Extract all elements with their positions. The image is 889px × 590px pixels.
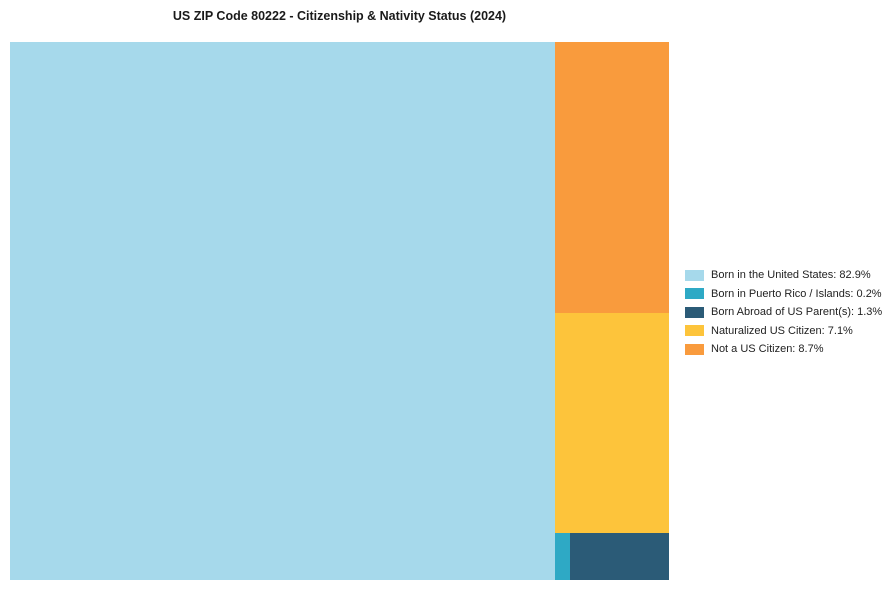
treemap-block-naturalized-us-citizen xyxy=(555,312,669,534)
legend-item-born-in-united-states: Born in the United States: 82.9% xyxy=(685,266,882,285)
treemap-block-born-in-puerto-rico-islands xyxy=(555,533,571,580)
legend-item-naturalized-us-citizen: Naturalized US Citizen: 7.1% xyxy=(685,322,882,341)
legend-item-born-abroad-of-us-parents: Born Abroad of US Parent(s): 1.3% xyxy=(685,303,882,322)
legend-label: Born in the United States: 82.9% xyxy=(711,269,871,282)
legend-swatch-born-in-united-states xyxy=(685,269,704,281)
treemap-block-born-abroad-of-us-parents xyxy=(570,533,669,580)
legend-swatch-naturalized-us-citizen xyxy=(685,325,704,337)
legend-item-born-in-puerto-rico-islands: Born in Puerto Rico / Islands: 0.2% xyxy=(685,285,882,304)
legend-label: Born Abroad of US Parent(s): 1.3% xyxy=(711,306,883,319)
treemap xyxy=(10,42,669,580)
legend-swatch-not-a-us-citizen xyxy=(685,343,704,355)
legend-label: Not a US Citizen: 8.7% xyxy=(711,343,824,356)
treemap-right-column xyxy=(555,42,669,580)
legend-swatch-born-abroad-of-us-parents xyxy=(685,306,704,318)
chart-title: US ZIP Code 80222 - Citizenship & Nativi… xyxy=(172,9,507,23)
legend-label: Born in Puerto Rico / Islands: 0.2% xyxy=(711,287,882,300)
legend-item-not-a-us-citizen: Not a US Citizen: 8.7% xyxy=(685,340,882,359)
treemap-block-not-a-us-citizen xyxy=(555,42,669,313)
legend-swatch-born-in-puerto-rico-islands xyxy=(685,288,704,300)
treemap-bottom-row xyxy=(555,533,669,580)
treemap-block-born-in-united-states xyxy=(10,42,556,580)
legend: Born in the United States: 82.9% Born in… xyxy=(685,266,882,359)
legend-label: Naturalized US Citizen: 7.1% xyxy=(711,324,853,337)
